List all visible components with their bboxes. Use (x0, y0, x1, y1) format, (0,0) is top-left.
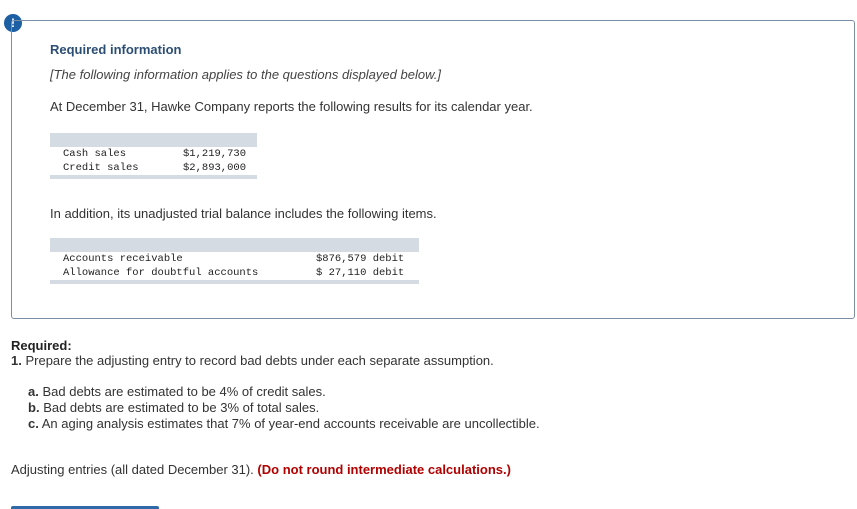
row-label: Credit sales (63, 162, 139, 174)
option-text: An aging analysis estimates that 7% of y… (41, 416, 540, 431)
row-label: Accounts receivable (63, 253, 183, 265)
option-text: Bad debts are estimated to be 4% of cred… (42, 384, 326, 399)
row-label: Allowance for doubtful accounts (63, 267, 259, 279)
row-value: $1,219,730 (183, 148, 247, 160)
question-number: 1. (11, 353, 22, 368)
alert-icon: ! (4, 14, 22, 32)
row-value: $ 27,110 debit (316, 267, 405, 279)
table-footer-bar (50, 280, 419, 284)
table-header-bar (50, 238, 419, 252)
option-text: Bad debts are estimated to be 3% of tota… (43, 400, 320, 415)
row-value: $876,579 debit (316, 253, 405, 265)
intro-text-2: In addition, its unadjusted trial balanc… (50, 206, 437, 221)
list-item: b. Bad debts are estimated to be 3% of t… (28, 400, 540, 416)
table-row: Credit sales $2,893,000 (50, 161, 257, 175)
info-box (11, 20, 855, 319)
adjusting-entries-line: Adjusting entries (all dated December 31… (11, 462, 511, 477)
assumption-list: a. Bad debts are estimated to be 4% of c… (28, 384, 540, 432)
question-text: Prepare the adjusting entry to record ba… (25, 353, 494, 368)
rounding-warning: (Do not round intermediate calculations.… (257, 462, 511, 477)
table-footer-bar (50, 175, 257, 179)
row-label: Cash sales (63, 148, 127, 160)
adjusting-text: Adjusting entries (all dated December 31… (11, 462, 254, 477)
option-letter: c. (28, 416, 39, 431)
table-header-bar (50, 133, 257, 147)
info-note: [The following information applies to th… (50, 67, 441, 82)
row-value: $2,893,000 (183, 162, 247, 174)
table-row: Accounts receivable $876,579 debit (50, 252, 419, 266)
answer-tab[interactable] (11, 506, 159, 509)
list-item: c. An aging analysis estimates that 7% o… (28, 416, 540, 432)
table-row: Allowance for doubtful accounts $ 27,110… (50, 266, 419, 280)
option-letter: a. (28, 384, 39, 399)
intro-text: At December 31, Hawke Company reports th… (50, 99, 533, 114)
table-row: Cash sales $1,219,730 (50, 147, 257, 161)
list-item: a. Bad debts are estimated to be 4% of c… (28, 384, 540, 400)
required-information-title: Required information (50, 42, 182, 57)
question-1: 1. Prepare the adjusting entry to record… (11, 353, 494, 368)
trial-balance-table: Accounts receivable $876,579 debit Allow… (50, 238, 419, 284)
option-letter: b. (28, 400, 40, 415)
sales-table: Cash sales $1,219,730 Credit sales $2,89… (50, 133, 257, 179)
required-heading: Required: (11, 338, 72, 353)
